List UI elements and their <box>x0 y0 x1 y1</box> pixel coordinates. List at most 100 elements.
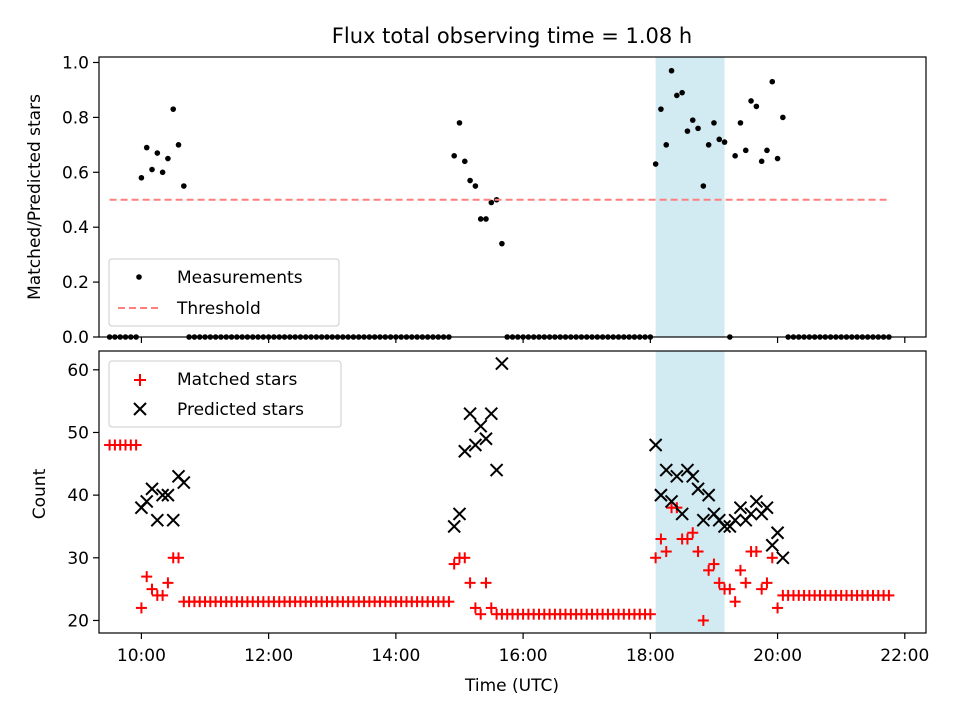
measurements-point <box>689 117 696 123</box>
predicted-stars-point <box>140 494 154 509</box>
matched-stars-point <box>130 439 142 451</box>
measurements-point <box>165 155 171 162</box>
predicted-stars-point <box>659 463 673 477</box>
measurements-point <box>181 183 187 189</box>
measurements-point <box>652 161 659 167</box>
measurements-point <box>483 216 489 222</box>
matched-stars-point <box>655 533 667 545</box>
matched-stars-point <box>475 608 487 620</box>
matched-stars-point <box>469 602 481 614</box>
x-tick-label: 22:00 <box>880 646 929 666</box>
predicted-stars-point <box>447 519 461 534</box>
bottom-axes-frame <box>98 350 927 634</box>
legend-label-threshold: Threshold <box>176 299 261 319</box>
top-axes-frame <box>98 56 927 338</box>
measurements-point <box>461 158 468 165</box>
legend-marker-measurements <box>136 274 142 280</box>
matched-stars-point <box>883 589 895 601</box>
matched-stars-point <box>146 583 158 595</box>
x-axis-label: Time (UTC) <box>464 676 559 696</box>
predicted-stars-point <box>473 419 488 433</box>
bottom-legend-box <box>108 360 342 428</box>
legend-label-predicted: Predicted stars <box>177 400 304 420</box>
matched-stars-point <box>729 596 741 608</box>
matched-stars-point <box>459 552 471 564</box>
top-axis-ticks: 0.0 0.2 0.4 0.6 0.8 1.0 <box>62 53 906 348</box>
predicted-stars-point <box>489 463 504 477</box>
legend-marker-predicted <box>133 402 147 416</box>
predicted-stars-point <box>675 507 689 521</box>
predicted-stars-point <box>648 438 663 452</box>
measurements-point <box>138 174 145 181</box>
measurements-point <box>737 120 744 126</box>
bottom-y-tick-label: 50 <box>67 423 89 443</box>
matched-stars-point <box>135 602 147 614</box>
bottom-legend: Matched stars Predicted stars <box>108 360 342 428</box>
x-tick-label: 18:00 <box>626 646 675 666</box>
predicted-stars-point <box>468 438 483 452</box>
measurements-point <box>488 199 495 206</box>
measurements-point <box>684 128 691 134</box>
measurements-point <box>154 150 161 156</box>
measurements-point <box>769 78 776 85</box>
measurements-point <box>721 139 728 145</box>
measurements-point <box>674 92 680 99</box>
predicted-stars-point <box>717 519 732 534</box>
measurements-point <box>753 103 760 110</box>
x-tick-label: 10:00 <box>117 646 166 666</box>
matched-stars-point <box>772 602 784 614</box>
matched-stars-point <box>766 552 778 564</box>
x-tick-label: 14:00 <box>371 646 420 666</box>
top-y-axis-label: Matched/Predicted stars <box>25 94 45 300</box>
matched-stars-point <box>448 558 460 570</box>
predicted-stars-point <box>479 432 493 446</box>
matched-stars-point <box>750 546 762 558</box>
matched-stars-point <box>687 527 699 539</box>
matched-stars-point <box>644 608 656 620</box>
measurements-point <box>742 147 749 154</box>
bottom-panel: 10:00 12:00 14:00 16:00 18:00 20:00 22:00 20 30 4… <box>30 350 929 696</box>
measurements-point <box>764 147 770 154</box>
matched-stars-point <box>443 596 455 608</box>
measurements-point <box>658 106 664 112</box>
predicted-stars-point <box>696 513 711 527</box>
measurements-point <box>711 120 717 126</box>
bottom-y-axis-label: Count <box>30 468 50 519</box>
predicted-stars-point <box>484 406 499 421</box>
predicted-stars-point <box>166 513 180 527</box>
legend-marker-matched <box>134 374 146 386</box>
matched-stars-point <box>141 571 153 583</box>
bottom-series-group <box>104 356 895 626</box>
x-tick-label: 20:00 <box>753 646 802 666</box>
x-tick-label: 12:00 <box>244 646 293 666</box>
predicted-stars-point <box>150 513 165 527</box>
measurements-point <box>748 98 754 104</box>
top-y-tick-label: 0.8 <box>62 108 89 128</box>
measurements-point <box>705 142 712 148</box>
measurements-point <box>758 158 765 165</box>
measurements-point <box>695 125 701 132</box>
predicted-stars-point <box>664 494 679 509</box>
matched-stars-point <box>157 589 169 601</box>
matched-stars-point <box>734 564 746 576</box>
top-y-tick-label: 1.0 <box>62 53 89 73</box>
matched-stars-point <box>692 546 704 558</box>
bottom-y-tick-label: 30 <box>67 549 89 569</box>
measurements-point <box>716 136 723 143</box>
measurements-point <box>170 106 177 112</box>
measurements-point <box>467 177 473 184</box>
measurements-point <box>451 153 457 159</box>
bottom-y-tick-label: 20 <box>67 611 89 631</box>
predicted-stars-point <box>177 475 191 490</box>
chart-title: Flux total observing time = 1.08 h <box>332 24 692 48</box>
x-tick-label: 16:00 <box>499 646 548 666</box>
predicted-stars-point <box>654 488 668 502</box>
measurements-point <box>732 153 738 159</box>
bottom-axis-ticks: 10:00 12:00 14:00 16:00 18:00 20:00 22:00 20 30 4… <box>67 361 929 666</box>
bottom-y-tick-label: 40 <box>67 486 89 506</box>
measurements-point <box>679 89 685 96</box>
top-y-tick-label: 0.4 <box>62 218 89 238</box>
predicted-stars-point <box>452 507 467 521</box>
predicted-stars-point <box>670 469 684 484</box>
predicted-stars-point <box>733 500 748 515</box>
